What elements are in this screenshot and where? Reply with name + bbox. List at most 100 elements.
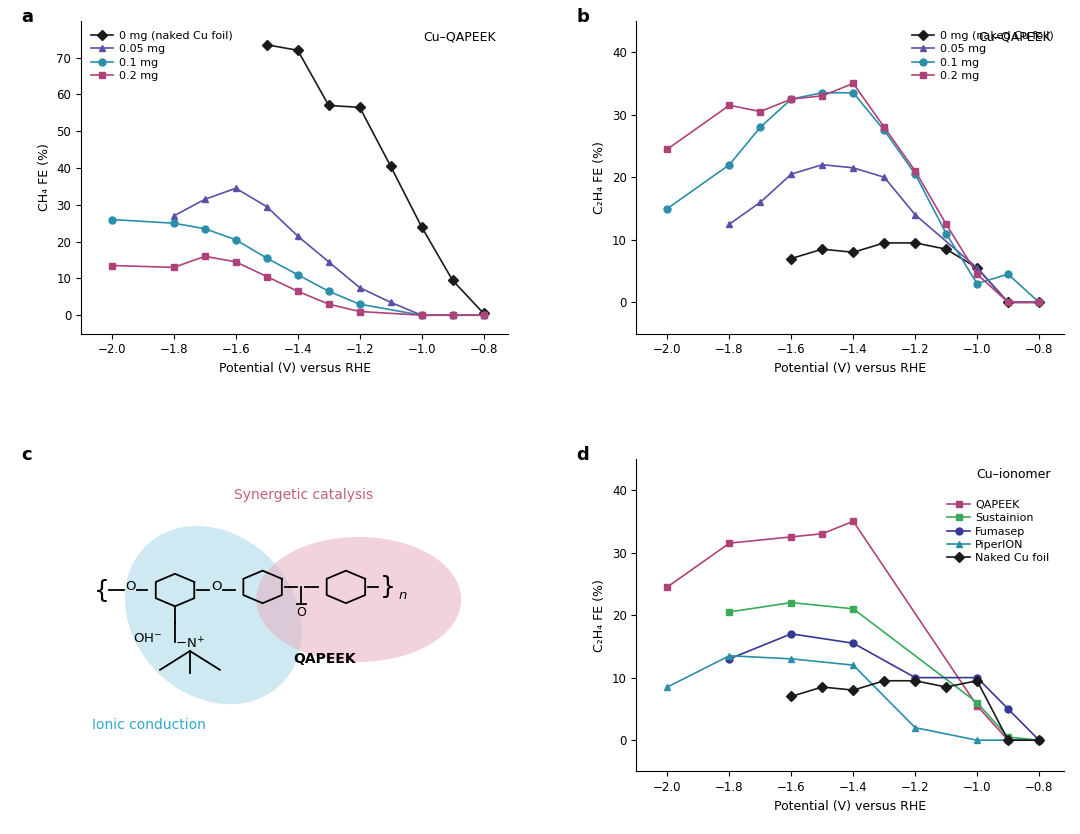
0.1 mg [878,125,891,135]
0.05 mg [815,160,828,170]
PiperION [971,736,984,746]
Line: 0 mg (naked Cu foil): 0 mg (naked Cu foil) [264,42,487,317]
Text: Cu–QAPEEK: Cu–QAPEEK [423,30,496,43]
QAPEEK [815,529,828,539]
Text: a: a [22,8,33,27]
Fumasep [1032,736,1045,746]
QAPEEK [971,701,984,711]
Sustainion [971,697,984,707]
Text: Synergetic catalysis: Synergetic catalysis [233,488,373,502]
0.05 mg [167,211,180,221]
0 mg (naked Cu foil) [1032,298,1045,308]
Naked Cu foil [815,682,828,692]
Text: $\}$: $\}$ [379,574,394,600]
X-axis label: Potential (V) versus RHE: Potential (V) versus RHE [774,800,927,812]
Fumasep [723,654,735,664]
0.1 mg [847,88,860,98]
0.05 mg [260,202,273,212]
0 mg (naked Cu foil) [446,275,459,285]
0 mg (naked Cu foil) [353,103,366,113]
0 mg (naked Cu foil) [785,254,798,264]
Text: OH$^{-}$: OH$^{-}$ [133,632,162,645]
0.2 mg [199,251,212,261]
Text: d: d [577,446,590,465]
QAPEEK [1001,736,1014,746]
Sustainion [1001,732,1014,742]
0.1 mg [353,299,366,309]
0.1 mg [415,310,428,320]
Text: O: O [296,606,306,619]
Sustainion [785,598,798,608]
Line: 0.1 mg: 0.1 mg [108,216,487,319]
0.1 mg [785,94,798,104]
Fumasep [847,638,860,648]
0.1 mg [292,269,305,279]
0 mg (naked Cu foil) [415,222,428,232]
0.1 mg [815,88,828,98]
0.2 mg [353,307,366,317]
QAPEEK [1032,736,1045,746]
Fumasep [908,673,921,683]
Text: O: O [125,580,135,593]
Fumasep [785,629,798,639]
Ellipse shape [256,537,461,662]
0.1 mg [477,310,490,320]
Sustainion [1032,736,1045,746]
0 mg (naked Cu foil) [477,309,490,319]
0.05 mg [754,198,767,208]
Text: b: b [577,8,590,27]
0.1 mg [229,235,242,245]
0.2 mg [167,263,180,273]
QAPEEK [723,538,735,548]
0.2 mg [661,144,674,154]
QAPEEK [785,532,798,542]
Naked Cu foil [971,676,984,686]
Line: 0.05 mg: 0.05 mg [171,185,487,319]
0.2 mg [1001,298,1014,308]
0.1 mg [167,219,180,229]
QAPEEK [847,516,860,526]
0.2 mg [322,299,335,309]
0.2 mg [754,107,767,117]
Legend: QAPEEK, Sustainion, Fumasep, PiperION, Naked Cu foil: QAPEEK, Sustainion, Fumasep, PiperION, N… [943,495,1054,568]
0.05 mg [322,257,335,267]
0.1 mg [661,203,674,214]
Text: O: O [211,580,221,593]
0 mg (naked Cu foil) [940,244,953,254]
0.1 mg [908,169,921,179]
Line: 0.1 mg: 0.1 mg [664,89,1042,306]
Fumasep [1001,704,1014,714]
0.1 mg [971,279,984,289]
0.2 mg [260,272,273,282]
PiperION [847,661,860,671]
Line: Sustainion: Sustainion [726,599,1042,744]
0.1 mg [1032,298,1045,308]
Text: $-$N$^{+}$: $-$N$^{+}$ [175,636,205,651]
0 mg (naked Cu foil) [1001,298,1014,308]
Line: 0.2 mg: 0.2 mg [108,253,487,319]
0.05 mg [908,210,921,220]
0.1 mg [106,214,119,224]
Sustainion [847,604,860,614]
Naked Cu foil [847,686,860,696]
QAPEEK [661,582,674,592]
0 mg (naked Cu foil) [292,45,305,55]
0 mg (naked Cu foil) [908,238,921,248]
0.2 mg [229,257,242,267]
Line: QAPEEK: QAPEEK [664,518,1042,744]
0.2 mg [815,91,828,101]
0.2 mg [878,123,891,133]
0.05 mg [878,173,891,183]
Text: Cu–ionomer: Cu–ionomer [976,468,1051,481]
0.2 mg [847,78,860,88]
0 mg (naked Cu foil) [815,244,828,254]
Sustainion [723,607,735,617]
0.1 mg [1001,269,1014,279]
PiperION [908,722,921,733]
PiperION [1001,736,1014,746]
Line: 0 mg (naked Cu foil): 0 mg (naked Cu foil) [787,239,1042,306]
0.2 mg [477,310,490,320]
Naked Cu foil [878,676,891,686]
0.2 mg [292,286,305,296]
0.1 mg [723,160,735,170]
